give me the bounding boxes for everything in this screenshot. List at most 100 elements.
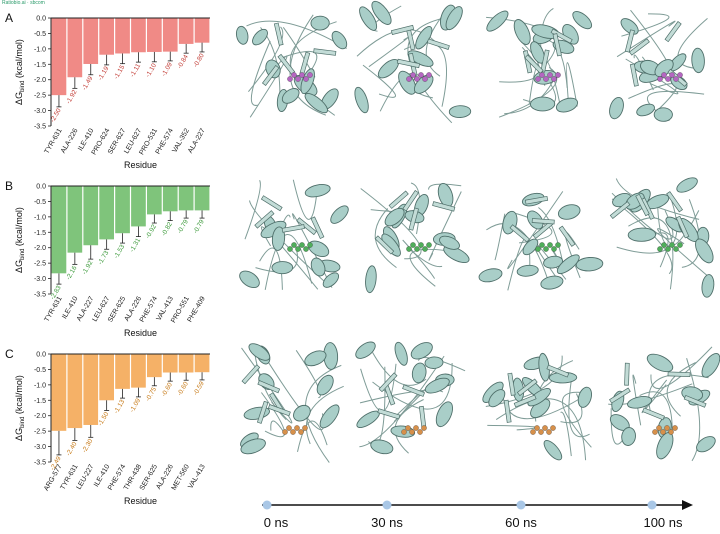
- beta-strand: [609, 387, 631, 404]
- time-dot-60: [516, 500, 526, 510]
- ligand-atom: [543, 246, 549, 252]
- alpha-helix: [557, 204, 581, 220]
- y-axis-title-main: ΔG: [14, 92, 24, 105]
- protein-loop: [248, 26, 284, 93]
- beta-strand: [503, 399, 512, 423]
- ligand-atom: [546, 429, 552, 435]
- protein-structure-image: [239, 179, 349, 290]
- ligand-atom: [652, 429, 658, 435]
- ligand-atom: [542, 425, 548, 431]
- protein-structure-image: [354, 0, 472, 124]
- protein-structure-image: [360, 182, 470, 294]
- alpha-helix: [540, 275, 564, 290]
- beta-strand: [540, 49, 550, 73]
- protein-loop: [393, 389, 426, 422]
- alpha-helix: [310, 257, 326, 277]
- bar: [67, 186, 83, 253]
- alpha-helix: [513, 19, 531, 45]
- ligand-atom: [555, 72, 561, 78]
- alpha-helix: [281, 88, 300, 104]
- alpha-helix: [627, 227, 657, 242]
- beta-strand: [550, 28, 573, 44]
- ligand-atom: [307, 72, 313, 78]
- bar: [83, 18, 99, 64]
- beta-strand: [624, 29, 635, 53]
- beta-strand: [635, 193, 650, 217]
- beta-strand: [402, 189, 419, 212]
- ligand-atom: [291, 72, 297, 78]
- protein-loop: [244, 179, 261, 240]
- beta-strand: [296, 217, 317, 236]
- ligand-atom: [668, 429, 674, 435]
- alpha-helix: [330, 205, 349, 224]
- bar: [178, 354, 194, 373]
- y-axis-title-main: ΔG: [14, 260, 24, 273]
- alpha-helix: [365, 265, 377, 294]
- ligand-atom: [664, 425, 670, 431]
- alpha-helix: [424, 356, 444, 369]
- data-label: -1.09: [129, 397, 143, 414]
- alpha-helix: [656, 432, 674, 460]
- protein-loop: [408, 248, 443, 268]
- protein-structure-image: [235, 14, 348, 118]
- alpha-helix: [555, 97, 579, 113]
- panel-letter: B: [5, 179, 13, 193]
- y-axis-title-sub: bind: [20, 417, 26, 428]
- alpha-helix: [445, 6, 463, 31]
- ligand-atom: [282, 429, 288, 435]
- y-tick-label: -0.5: [34, 31, 46, 38]
- ligand-atom: [421, 425, 427, 431]
- ligand-atom: [535, 246, 541, 252]
- time-dot-100: [647, 500, 657, 510]
- beta-strand: [281, 224, 305, 233]
- y-axis-title: ΔGbind (kcal/mol): [14, 375, 26, 441]
- ligand-atom: [413, 425, 419, 431]
- alpha-helix: [676, 177, 698, 193]
- ligand-atom: [406, 246, 412, 252]
- alpha-helix: [331, 30, 348, 50]
- ligand-atom: [661, 72, 667, 78]
- y-tick-label: -2.0: [34, 413, 46, 420]
- y-tick-label: 0.0: [36, 184, 46, 191]
- ligand-atom: [295, 246, 301, 252]
- alpha-helix: [621, 427, 636, 446]
- ligand-atom: [672, 425, 678, 431]
- alpha-helix: [695, 238, 714, 264]
- y-tick-label: -1.5: [34, 230, 46, 237]
- alpha-helix: [439, 235, 460, 250]
- ligand-atom: [657, 246, 663, 252]
- ligand-atom: [673, 246, 679, 252]
- y-tick-label: -1.0: [34, 46, 46, 53]
- alpha-helix: [310, 15, 330, 31]
- bar: [162, 186, 178, 212]
- protein-loop: [666, 362, 696, 417]
- ligand-atom: [539, 72, 545, 78]
- panel-a-chart: A 0.0-0.5-1.0-1.5-2.0-2.5-3.0-3.5-2.50TYR…: [5, 11, 210, 170]
- ligand-atom: [287, 76, 293, 82]
- data-label: -2.30: [81, 437, 95, 454]
- protein-loop: [632, 374, 642, 426]
- alpha-helix: [252, 28, 268, 46]
- ligand-atom: [302, 425, 308, 431]
- alpha-helix: [240, 438, 266, 455]
- y-tick-label: -1.0: [34, 382, 46, 389]
- protein-loop: [538, 207, 564, 266]
- beta-strand: [241, 364, 261, 385]
- data-label: -1.10: [145, 62, 159, 79]
- bar: [147, 354, 162, 378]
- ligand-atom: [410, 242, 416, 248]
- ligand-atom: [555, 242, 561, 248]
- protein-loop: [250, 40, 271, 106]
- ligand-atom: [303, 76, 309, 82]
- beta-strand: [624, 362, 630, 386]
- beta-strand: [667, 371, 691, 378]
- bar: [147, 18, 162, 52]
- bar: [51, 18, 67, 96]
- panel-c-chart: C 0.0-0.5-1.0-1.5-2.0-2.5-3.0-3.5 -2.49ARG…: [5, 347, 210, 506]
- data-label: -1.50: [97, 411, 111, 428]
- y-axis-title-sub: bind: [20, 81, 26, 92]
- data-label: -1.92: [81, 259, 95, 276]
- protein-loop: [270, 420, 285, 433]
- ligand-atom: [673, 76, 679, 82]
